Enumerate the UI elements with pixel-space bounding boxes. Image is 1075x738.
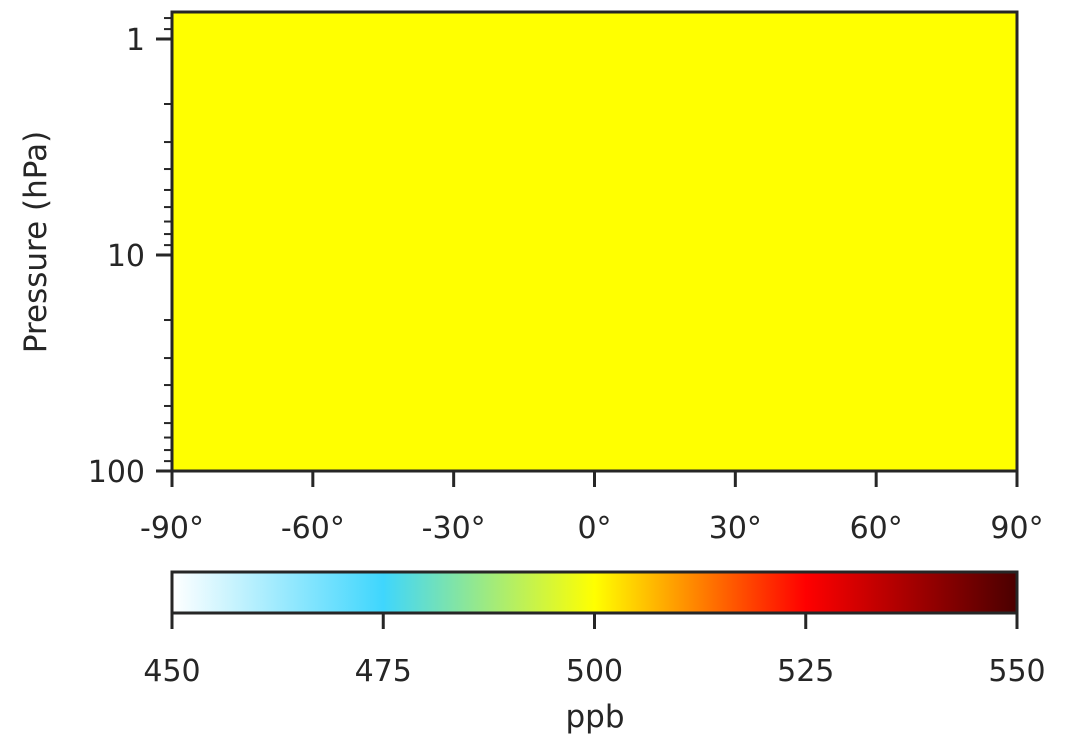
y-axis: 1 10 100 (88, 17, 172, 490)
colorbar-fill (172, 572, 1017, 613)
colorbar-tick-label: 450 (143, 654, 200, 689)
colorbar-tick-label: 525 (777, 654, 834, 689)
x-axis: -90° -60° -30° 0° 30° 60° 90° (140, 471, 1044, 546)
heatmap-field (172, 12, 1017, 471)
x-tick-label: 60° (850, 511, 903, 546)
x-tick-label: 30° (709, 511, 762, 546)
y-tick-label: 1 (126, 23, 145, 58)
colorbar-tick-label: 475 (355, 654, 412, 689)
colorbar-tick-label: 500 (566, 654, 623, 689)
colorbar-label: ppb (565, 699, 624, 735)
x-tick-label: -30° (422, 511, 486, 546)
y-axis-label: Pressure (hPa) (18, 131, 54, 353)
colorbar-axis: 450 475 500 525 550 (143, 613, 1046, 689)
x-tick-label: 90° (990, 511, 1043, 546)
colorbar-tick-label: 550 (988, 654, 1045, 689)
y-tick-label: 100 (88, 455, 145, 490)
x-tick-label: -90° (140, 511, 204, 546)
x-tick-label: 0° (577, 511, 611, 546)
y-tick-label: 10 (107, 239, 145, 274)
x-tick-label: -60° (281, 511, 345, 546)
